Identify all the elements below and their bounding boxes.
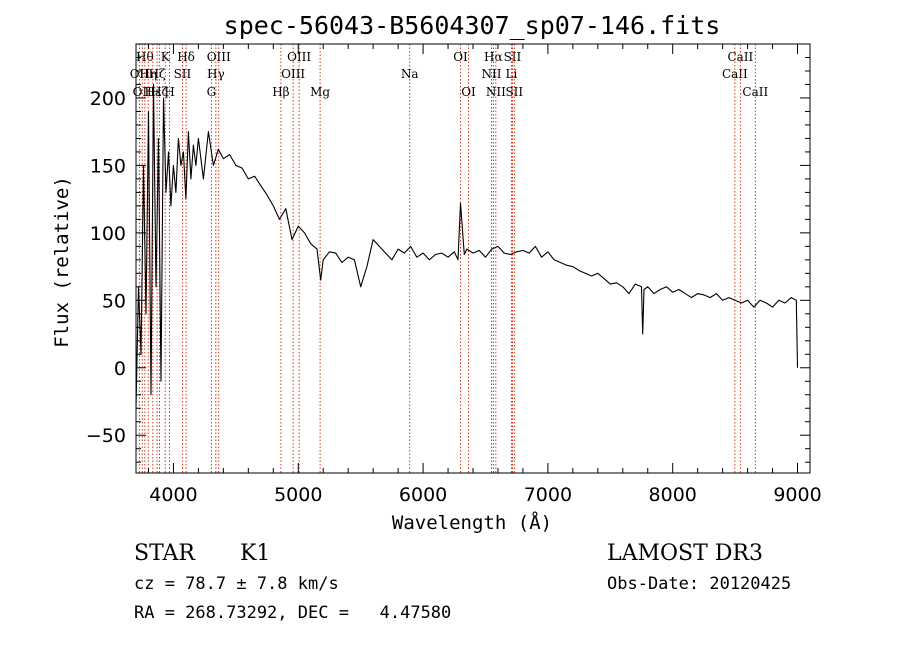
line-marker-label: Hγ [207, 67, 225, 81]
line-marker-label: Hζ [149, 67, 166, 81]
line-marker-label: G [207, 85, 217, 99]
line-marker-label: OI [461, 85, 476, 99]
line-marker-label: SII [505, 85, 523, 99]
line-marker-label: OII [133, 85, 153, 99]
plot-frame [135, 43, 811, 474]
line-marker-label: OIII [287, 50, 311, 64]
line-marker-label: OII [130, 67, 150, 81]
line-marker-label: CaII [722, 67, 748, 81]
object-class: STAR [134, 541, 196, 566]
y-axis-label: Flux (relative) [51, 176, 73, 348]
line-marker-label: Hε [145, 85, 162, 99]
y-tick-label: −50 [86, 425, 126, 447]
line-marker-label: OIII [207, 50, 231, 64]
coordinates-readout: RA = 268.73292, DEC = 4.47580 [134, 603, 451, 623]
x-tick-label: 5000 [274, 484, 322, 506]
survey-name: LAMOST DR3 [607, 541, 763, 566]
line-marker-label: SII [504, 50, 522, 64]
line-marker-label: Hη [139, 67, 157, 81]
line-marker-label: Mg [310, 85, 330, 99]
x-tick-label: 7000 [524, 484, 572, 506]
line-marker-label: Li [506, 67, 518, 81]
line-marker-label: K [161, 50, 171, 64]
line-marker-label: Na [401, 67, 419, 81]
line-marker-label: OIII [281, 67, 305, 81]
line-marker-label: OI [453, 50, 468, 64]
y-tick-label: 200 [90, 88, 126, 110]
line-marker-label: H [164, 85, 174, 99]
x-tick-label: 6000 [399, 484, 447, 506]
flux-line [135, 83, 799, 409]
flux-series [135, 83, 799, 409]
line-marker-label: SII [174, 67, 192, 81]
line-marker-label: CaII [742, 85, 768, 99]
observation-date: Obs-Date: 20120425 [607, 574, 791, 594]
x-tick-label: 4000 [149, 484, 197, 506]
line-marker-label: Hζ [151, 85, 168, 99]
object-subclass: K1 [240, 541, 270, 566]
y-tick-label: 100 [90, 223, 126, 245]
y-tick-label: 50 [102, 290, 126, 312]
x-tick-label: 8000 [649, 484, 697, 506]
chart-title: spec-56043-B5604307_sp07-146.fits [224, 11, 721, 40]
spectral-line-markers: OIIOIIHθHηHεHζHζKHHδSIIGHγOIIIHβOIIIOIII… [130, 44, 768, 473]
x-axis-label: Wavelength (Å) [392, 511, 552, 534]
line-marker-label: CaII [727, 50, 753, 64]
x-tick-label: 9000 [773, 484, 821, 506]
y-tick-label: 0 [114, 358, 126, 380]
velocity-readout: cz = 78.7 ± 7.8 km/s [134, 574, 339, 594]
line-marker-label: NII [481, 67, 501, 81]
line-marker-label: Hα [484, 50, 503, 64]
line-marker-label: NII [486, 85, 506, 99]
y-tick-label: 150 [90, 155, 126, 177]
line-marker-label: Hδ [177, 50, 195, 64]
line-marker-label: Hβ [272, 85, 289, 99]
plot-axes: 4000 5000 6000 7000 8000 9000 −50 0 50 100 150 200 [86, 43, 822, 506]
line-marker-label: Hθ [136, 50, 154, 64]
